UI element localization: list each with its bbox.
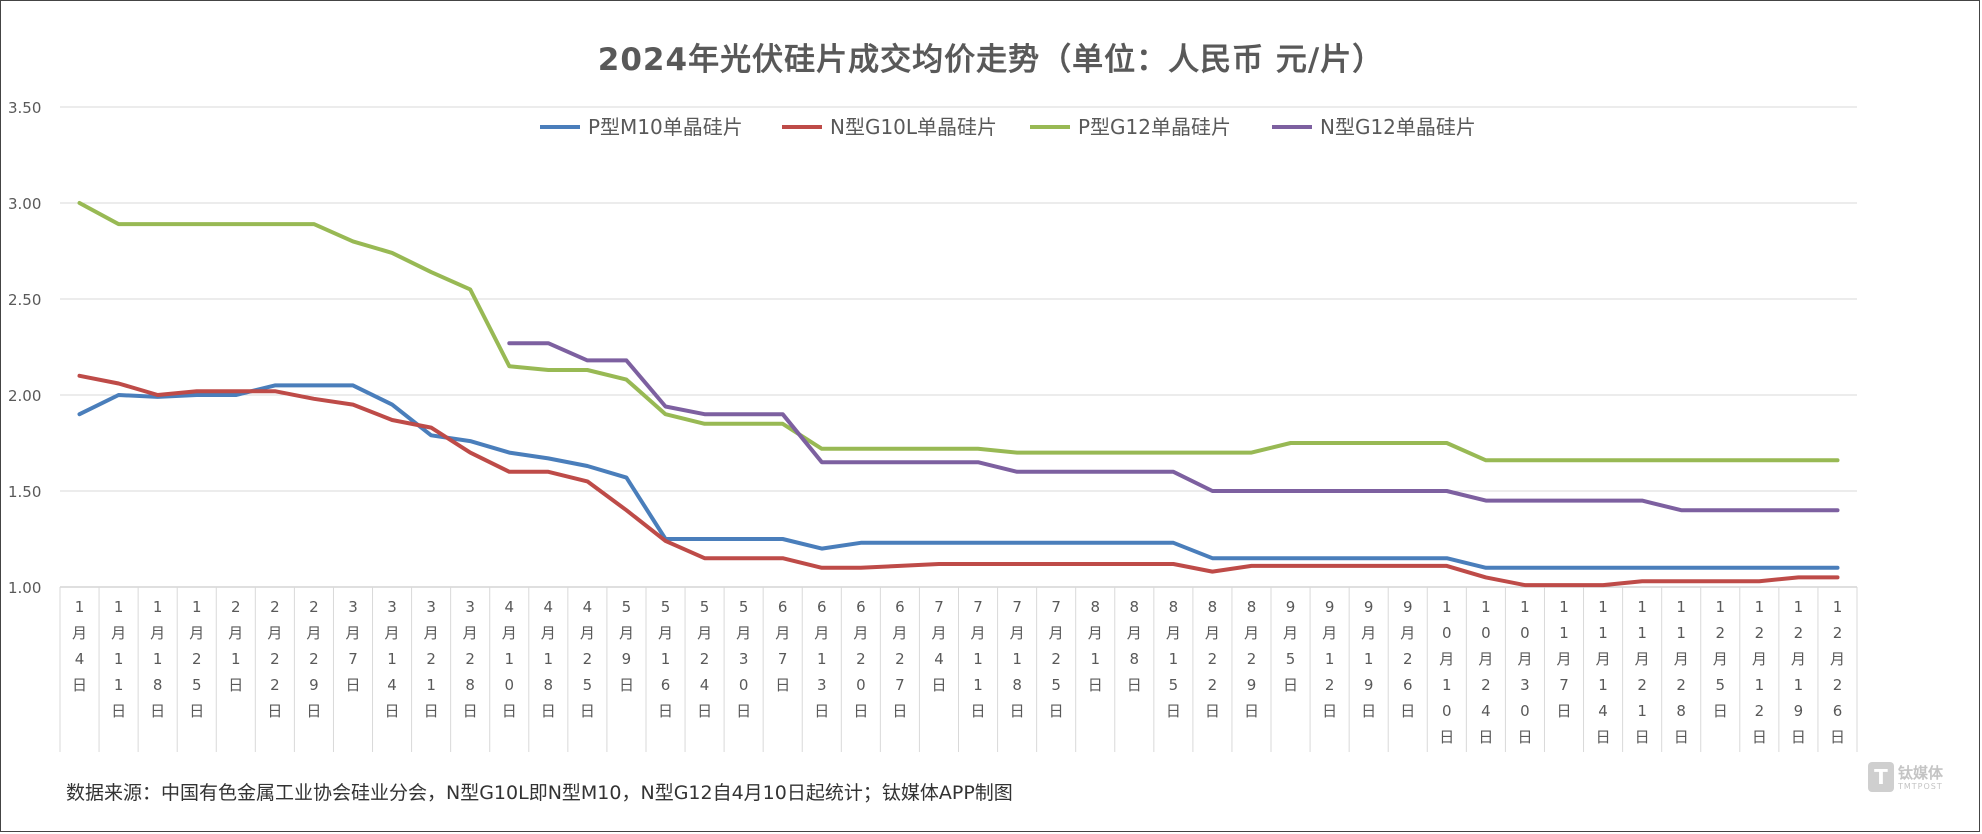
watermark-sub: TMTPOST [1898,782,1943,791]
y-tick-label: 2.50 [8,291,41,309]
y-tick-label: 3.50 [8,99,41,117]
legend-background [536,108,1510,148]
series-line [507,341,1840,513]
legend: P型M10单晶硅片 N型G10L单晶硅片 P型G12单晶硅片 N型G12单晶硅片 [536,108,1510,148]
chart-title: 2024年光伏硅片成交均价走势（单位：人民币 元/片） [597,42,1385,78]
tmtpost-watermark-logo: T 钛媒体 TMTPOST [1868,760,1954,808]
series-line [77,383,1840,570]
series-line [77,201,1840,463]
series-line [77,373,1840,588]
legend-label: N型G12单晶硅片 [1320,115,1476,139]
legend-label: P型M10单晶硅片 [588,115,743,139]
y-axis: 1.00 1.50 2.00 2.50 3.00 3.50 [8,99,41,597]
x-axis: 1 月 4 日 1 月 1 1 日 1 月 1 8 日 1 月 2 5 日 2 月 1 日 2 月 2 2 日 2 月 2 9 日 3 月 7 日 3 月 1… [59,586,1858,752]
gridlines [60,106,1857,492]
watermark-logo-icon: T [1868,762,1894,792]
y-tick-label: 1.50 [8,483,41,501]
y-tick-label: 3.00 [8,195,41,213]
watermark-name: 钛媒体 [1898,764,1944,782]
y-tick-label: 2.00 [8,387,41,405]
source-note: 数据来源：中国有色金属工业协会硅业分会，N型G10L即N型M10，N型G12自4… [66,782,1013,804]
y-tick-label: 1.00 [8,579,41,597]
series-lines [77,201,1840,588]
legend-label: P型G12单晶硅片 [1078,115,1231,139]
legend-label: N型G10L单晶硅片 [830,115,997,139]
